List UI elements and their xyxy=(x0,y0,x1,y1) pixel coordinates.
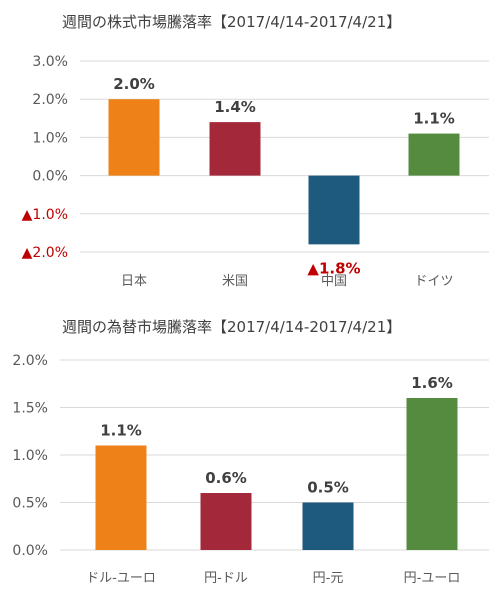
data-label: ▲1.8% xyxy=(307,259,360,277)
y-tick-label: 2.0% xyxy=(32,92,68,108)
chart-title: 週間の為替市場騰落率【2017/4/14-2017/4/21】 xyxy=(62,318,401,336)
data-labels: 1.1% 0.6% 0.5% 1.6% xyxy=(100,374,453,497)
data-label: 0.5% xyxy=(307,479,349,497)
bar xyxy=(406,398,458,550)
x-axis: ドル-ユーロ 円-ドル 円-元 円-ユーロ xyxy=(86,571,460,586)
data-label: 1.4% xyxy=(214,98,256,116)
y-tick-label: 0.5% xyxy=(12,496,48,512)
chart-title: 週間の株式市場騰落率【2017/4/14-2017/4/21】 xyxy=(62,13,401,31)
data-label: 1.6% xyxy=(411,374,453,392)
bar xyxy=(95,445,147,550)
y-tick-label: ▲2.0% xyxy=(22,245,68,261)
data-label: 2.0% xyxy=(113,75,155,93)
y-tick-label: 0.0% xyxy=(32,169,68,185)
bar xyxy=(209,122,261,176)
category-label: 中国 xyxy=(321,274,347,289)
category-label: ドイツ xyxy=(414,274,453,289)
y-tick-label: 1.0% xyxy=(12,448,48,464)
stock-market-chart: 週間の株式市場騰落率【2017/4/14-2017/4/21】 3.0% 2.0%… xyxy=(22,13,489,289)
y-tick-label: 0.0% xyxy=(12,543,48,559)
data-label: 0.6% xyxy=(205,469,247,487)
y-tick-label: 1.5% xyxy=(12,401,48,417)
x-axis: 日本 米国 中国 ドイツ xyxy=(121,274,454,289)
y-axis: 3.0% 2.0% 1.0% 0.0% ▲1.0% ▲2.0% xyxy=(22,54,68,261)
category-label: 円-ドル xyxy=(204,571,248,586)
category-label: 円-元 xyxy=(313,571,344,586)
bar xyxy=(302,502,354,550)
category-label: 日本 xyxy=(121,274,147,289)
fx-market-chart: 週間の為替市場騰落率【2017/4/14-2017/4/21】 2.0% 1.5%… xyxy=(12,318,489,586)
bar xyxy=(308,175,360,245)
bar xyxy=(200,493,252,550)
y-tick-label: 2.0% xyxy=(12,353,48,369)
data-label: 1.1% xyxy=(100,422,142,440)
bars xyxy=(95,398,458,550)
data-label: 1.1% xyxy=(413,110,455,128)
bars xyxy=(108,99,460,245)
bar xyxy=(408,133,460,176)
category-label: 米国 xyxy=(222,274,248,289)
data-labels: 2.0% 1.4% ▲1.8% 1.1% xyxy=(113,75,455,277)
y-tick-label: 1.0% xyxy=(32,130,68,146)
y-axis: 2.0% 1.5% 1.0% 0.5% 0.0% xyxy=(12,353,48,559)
y-tick-label: 3.0% xyxy=(32,54,68,70)
bar xyxy=(108,99,160,176)
category-label: 円-ユーロ xyxy=(404,571,461,586)
y-tick-label: ▲1.0% xyxy=(22,207,68,223)
category-label: ドル-ユーロ xyxy=(86,571,156,586)
